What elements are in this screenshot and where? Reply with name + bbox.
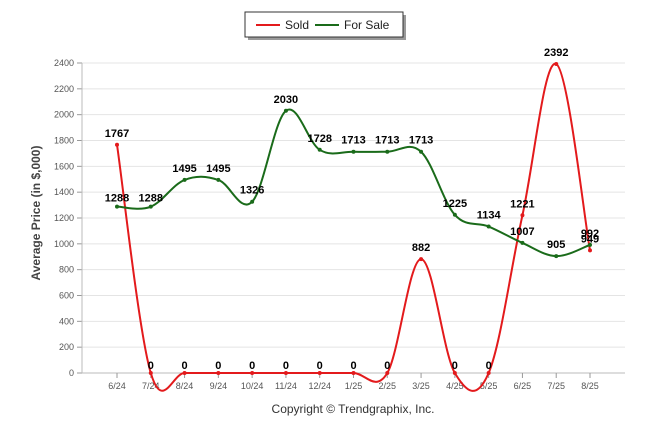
data-label-sold: 2392 <box>544 47 568 59</box>
y-tick-label: 0 <box>69 368 74 378</box>
data-label-sold: 0 <box>215 360 221 372</box>
data-point-for-sale <box>216 177 221 182</box>
legend-sold-label: Sold <box>285 18 309 32</box>
data-label-for-sale: 992 <box>581 228 599 240</box>
series-layer <box>115 62 592 392</box>
data-point-sold <box>115 142 119 147</box>
x-tick-label: 1/25 <box>345 381 363 391</box>
data-label-for-sale: 1713 <box>409 135 433 147</box>
y-tick-label: 600 <box>59 291 74 301</box>
data-label-sold: 882 <box>412 242 430 254</box>
data-point-for-sale <box>283 108 288 113</box>
data-label-for-sale: 1288 <box>139 193 163 205</box>
data-label-for-sale: 1007 <box>510 226 534 238</box>
y-tick-label: 800 <box>59 265 74 275</box>
data-label-sold: 0 <box>249 360 255 372</box>
y-tick-label: 1200 <box>54 213 74 223</box>
y-tick-label: 2400 <box>54 58 74 68</box>
label-layer: 1767 0 0 0 0 0 0 0 0 882 0 0 1221 2392 949 1288 1288 1495… <box>105 47 599 372</box>
data-label-for-sale: 1225 <box>443 198 467 210</box>
data-point-for-sale <box>452 212 457 217</box>
grid-layer <box>82 62 625 374</box>
data-point-for-sale <box>486 224 491 229</box>
data-label-for-sale: 1713 <box>341 135 365 147</box>
y-tick-label: 2000 <box>54 110 74 120</box>
data-point-sold <box>182 371 187 375</box>
y-tick-label: 200 <box>59 342 74 352</box>
data-point-sold <box>554 62 559 67</box>
data-point-sold <box>588 248 592 253</box>
data-point-for-sale <box>317 147 322 152</box>
axis-layer: 0 200 400 600 800 1000 1200 1400 1600 1800 2000 220… <box>54 58 625 391</box>
x-tick-label: 2/25 <box>379 381 397 391</box>
y-tick-label: 1600 <box>54 161 74 171</box>
x-tick-label: 7/24 <box>142 381 160 391</box>
data-label-sold: 0 <box>317 360 323 372</box>
x-tick-label: 11/24 <box>275 381 297 391</box>
data-point-sold <box>148 371 153 375</box>
data-label-for-sale: 1713 <box>375 135 399 147</box>
data-point-sold <box>317 371 322 375</box>
x-tick-label: 8/24 <box>176 381 194 391</box>
y-tick-label: 400 <box>59 316 74 326</box>
data-label-sold: 1221 <box>510 198 534 210</box>
x-tick-label: 6/24 <box>108 381 126 391</box>
legend-forsale-label: For Sale <box>344 18 390 32</box>
x-tick-label: 10/24 <box>241 381 264 391</box>
data-label-sold: 0 <box>350 360 356 372</box>
data-label-sold: 1767 <box>105 128 129 140</box>
data-point-sold <box>250 371 255 375</box>
series-line-for-sale <box>116 108 591 258</box>
data-point-for-sale <box>419 149 424 154</box>
data-point-for-sale <box>520 240 525 245</box>
data-point-sold <box>351 371 356 375</box>
data-point-for-sale <box>250 199 255 204</box>
data-label-for-sale: 1728 <box>307 133 331 145</box>
y-axis-title: Average Price (in $,000) <box>29 146 43 281</box>
x-tick-label: 9/24 <box>210 381 228 391</box>
data-label-for-sale: 905 <box>547 239 565 251</box>
y-tick-label: 1000 <box>54 239 74 249</box>
data-point-sold <box>419 257 424 262</box>
y-tick-label: 2200 <box>54 84 74 94</box>
data-point-for-sale <box>115 204 119 209</box>
x-tick-label: 7/25 <box>547 381 565 391</box>
data-point-sold <box>385 371 390 375</box>
data-label-for-sale: 1326 <box>240 185 264 197</box>
x-tick-label: 3/25 <box>412 381 430 391</box>
data-point-sold <box>216 371 221 375</box>
data-point-for-sale <box>182 177 187 182</box>
data-label-sold: 0 <box>182 360 188 372</box>
x-tick-label: 4/25 <box>446 381 464 391</box>
data-label-sold: 0 <box>148 360 154 372</box>
x-tick-label: 6/25 <box>514 381 532 391</box>
y-tick-label: 1800 <box>54 136 74 146</box>
x-tick-label: 12/24 <box>308 381 331 391</box>
data-point-for-sale <box>385 149 390 154</box>
copyright-credit: Copyright © Trendgraphix, Inc. <box>272 402 435 416</box>
data-label-sold: 0 <box>384 360 390 372</box>
data-point-for-sale <box>554 254 559 259</box>
data-point-sold <box>283 371 288 375</box>
data-point-sold <box>452 371 457 375</box>
data-label-for-sale: 1495 <box>206 163 230 175</box>
data-point-for-sale <box>148 204 153 209</box>
x-tick-label: 5/25 <box>480 381 498 391</box>
data-label-sold: 0 <box>486 360 492 372</box>
data-point-sold <box>486 371 491 375</box>
data-label-for-sale: 1134 <box>477 210 502 222</box>
data-label-for-sale: 1288 <box>105 193 129 205</box>
y-tick-label: 1400 <box>54 187 74 197</box>
data-point-for-sale <box>351 149 356 154</box>
x-tick-label: 8/25 <box>581 381 599 391</box>
data-point-sold <box>520 213 525 218</box>
data-label-for-sale: 2030 <box>274 94 298 106</box>
data-label-sold: 949 <box>581 233 599 245</box>
data-label-for-sale: 1495 <box>172 163 196 175</box>
data-point-for-sale <box>588 242 592 247</box>
data-label-sold: 0 <box>452 360 458 372</box>
data-label-sold: 0 <box>283 360 289 372</box>
legend: Sold For Sale <box>244 11 406 40</box>
